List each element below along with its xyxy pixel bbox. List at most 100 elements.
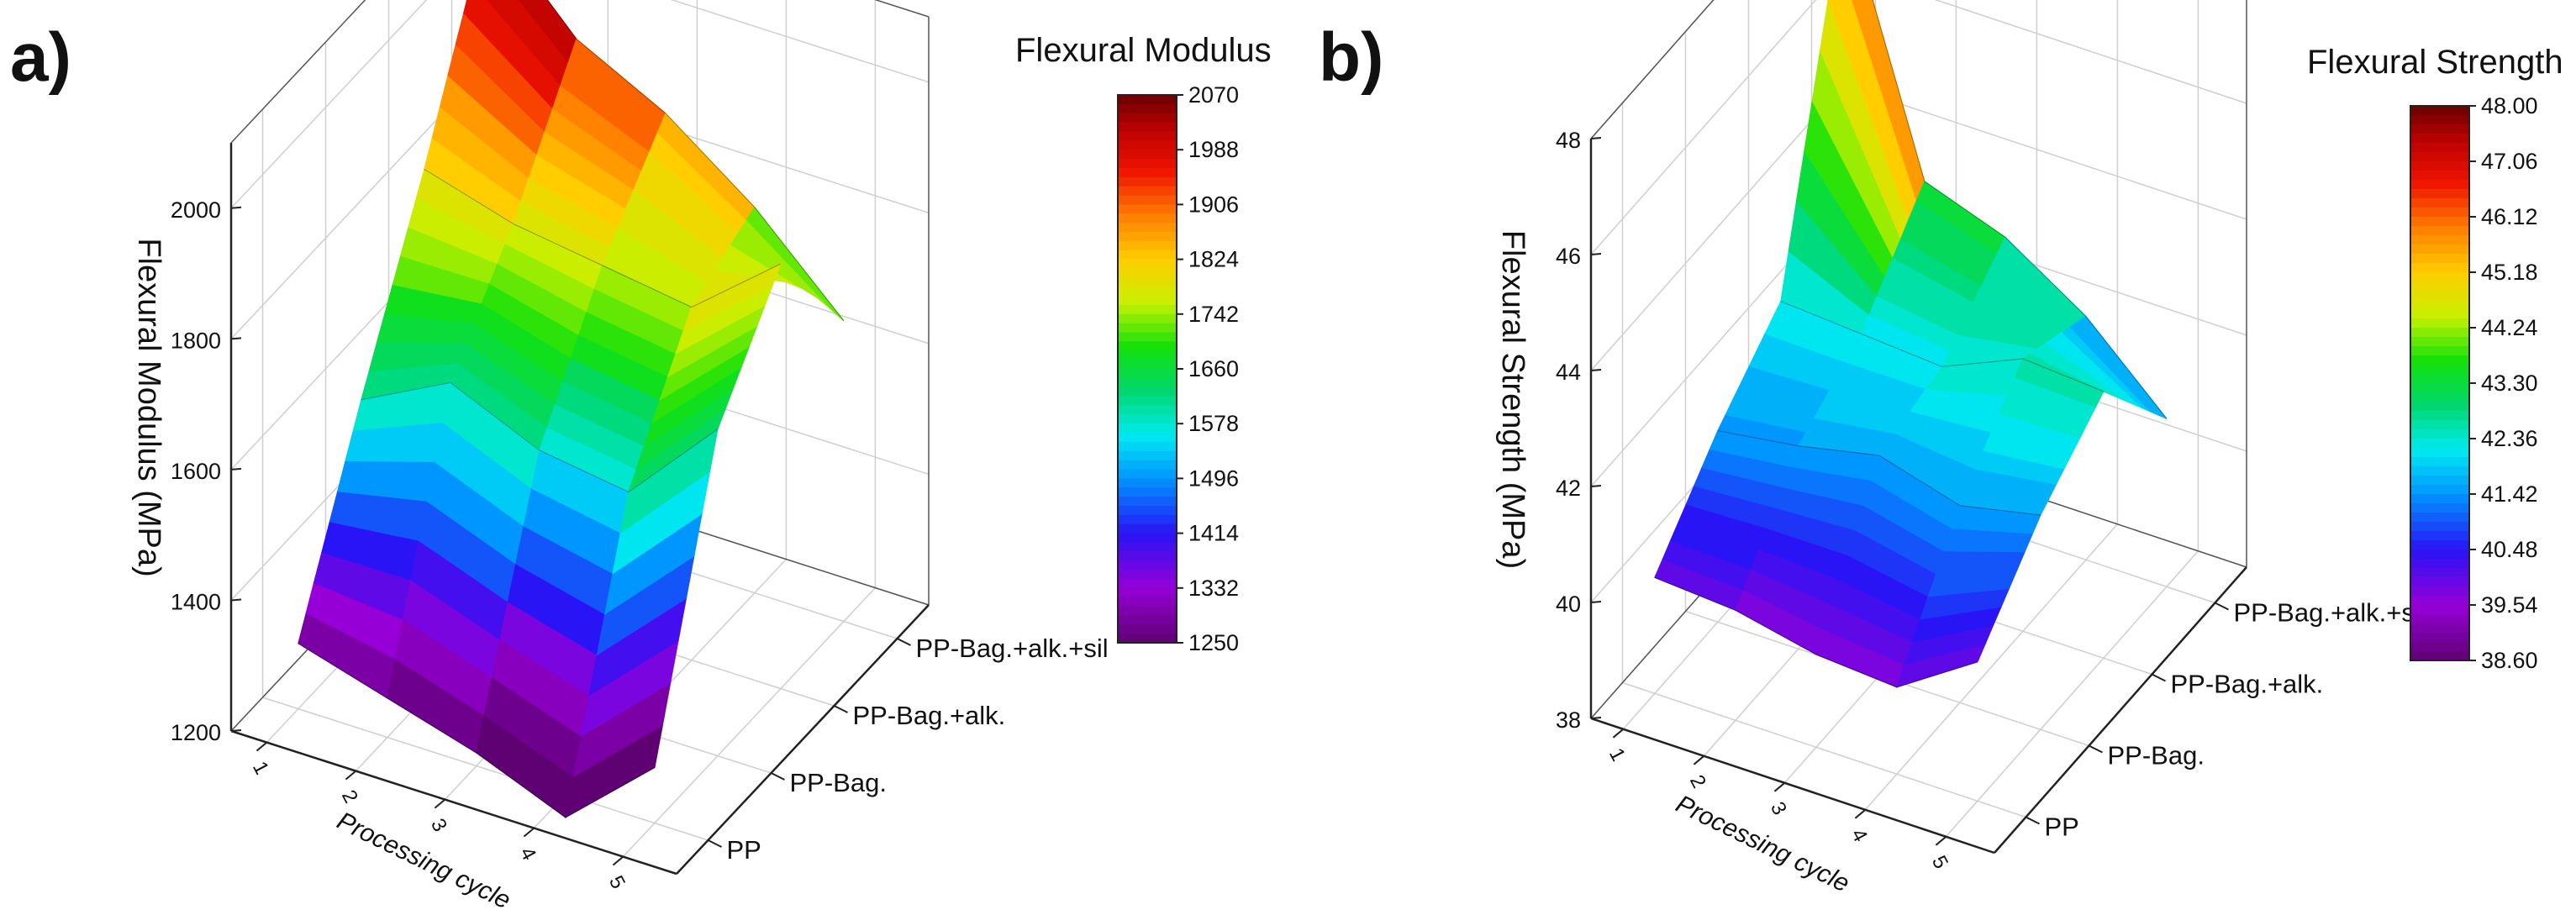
z-tick-label: 48 <box>1556 128 1581 153</box>
colorbar-segment <box>1118 587 1177 598</box>
colorbar-tick-label: 1824 <box>1188 247 1239 272</box>
z-tick-label: 42 <box>1556 476 1581 501</box>
colorbar-tick-label: 2070 <box>1188 82 1239 108</box>
x-tick-label: 1 <box>1604 744 1630 765</box>
colorbar-segment <box>2410 263 2469 273</box>
x-tick <box>1773 782 1786 792</box>
y-tick <box>2215 602 2229 611</box>
colorbar-segment <box>1118 341 1177 352</box>
x-tick-label: 1 <box>248 758 273 778</box>
colorbar-segment <box>1118 204 1177 215</box>
z-tick <box>1590 253 1602 255</box>
x-tick <box>1612 728 1625 739</box>
gridline-left-wall <box>1590 0 1817 255</box>
axis-frame <box>230 0 366 144</box>
z-tick-label: 38 <box>1556 707 1581 733</box>
colorbar-segment <box>2410 411 2469 421</box>
colorbar-segment <box>2410 503 2469 513</box>
z-tick-label: 1800 <box>171 328 221 353</box>
colorbar-tick-label: 1578 <box>1188 411 1239 436</box>
colorbar-tick-label: 1332 <box>1188 576 1239 601</box>
colorbar-segment <box>2410 623 2469 634</box>
colorbar-segment <box>2410 309 2469 319</box>
axis-frame <box>1590 0 1715 139</box>
gridline-left-wall <box>1590 0 1715 139</box>
x-tick <box>612 855 624 866</box>
colorbar-segment <box>2410 448 2469 458</box>
x-axis-title: Processing cycle <box>333 807 515 914</box>
surface-mesh-line <box>1717 430 2041 516</box>
colorbar-tick-label: 47.06 <box>2481 149 2538 174</box>
colorbar-segment <box>2410 605 2469 615</box>
colorbar-segment <box>1118 223 1177 233</box>
y-tick <box>2152 673 2166 682</box>
x-tick <box>255 741 268 752</box>
x-axis-title: Processing cycle <box>1672 790 1854 897</box>
surface-patch <box>682 262 782 332</box>
colorbar-segment <box>1118 323 1177 334</box>
colorbar-segment <box>1118 414 1177 425</box>
colorbar-segment <box>2410 429 2469 439</box>
colorbar-segment <box>2410 476 2469 486</box>
surface-patch <box>1951 505 2041 534</box>
colorbar-segment <box>1118 377 1177 388</box>
colorbar-segment <box>1118 478 1177 489</box>
x-tick <box>434 798 446 809</box>
colorbar-segment <box>1118 460 1177 471</box>
colorbar-segment <box>1118 103 1177 114</box>
colorbar-segment <box>2410 522 2469 532</box>
y-tick <box>897 638 911 646</box>
colorbar-segment <box>1118 624 1177 635</box>
x-axis-line <box>230 729 677 876</box>
colorbar-segment <box>1118 304 1177 315</box>
gridline-left-wall <box>1590 84 1844 371</box>
colorbar-segment <box>1118 514 1177 525</box>
x-tick-label: 5 <box>604 872 630 892</box>
colorbar-segment <box>2410 180 2469 190</box>
gridline-back-wall <box>1842 84 2247 220</box>
chart-panel-b: 38 40 42 44 46 48 Flexural Strength (MPa) 1 2 3 4 5… <box>1288 0 2576 915</box>
gridline-floor <box>1622 681 2026 818</box>
colorbar-segment <box>2410 152 2469 162</box>
y-category-label: PP-Bag.+alk.+sil <box>2234 598 2426 628</box>
y-category-label: PP <box>727 835 761 865</box>
colorbar-tick-label: 38.60 <box>2481 648 2538 673</box>
colorbar-segment <box>1118 396 1177 407</box>
x-tick-label: 4 <box>1846 825 1872 845</box>
colorbar-segment <box>1118 240 1177 251</box>
y-category-label: PP-Bag.+alk. <box>853 701 1006 730</box>
colorbar-segment <box>2410 272 2469 282</box>
colorbar-segment <box>1118 350 1177 361</box>
colorbar-segment <box>2410 420 2469 430</box>
colorbar-segment <box>2410 586 2469 597</box>
colorbar-segment <box>1118 423 1177 434</box>
y-axis-line <box>1994 566 2247 854</box>
colorbar-segment <box>1118 277 1177 288</box>
colorbar-segment <box>2410 392 2469 402</box>
colorbar-tick-label: 1906 <box>1188 192 1239 217</box>
colorbar-segment <box>1118 551 1177 562</box>
z-tick-label: 1200 <box>171 720 221 745</box>
y-category-label: PP-Bag. <box>790 768 887 797</box>
y-tick <box>2026 816 2040 825</box>
colorbar-tick-label: 44.24 <box>2481 315 2538 340</box>
colorbar-segment <box>2410 559 2469 569</box>
x-tick <box>1935 836 1947 846</box>
z-axis-title: Flexural Modulus (MPa) <box>131 238 166 576</box>
z-tick <box>1590 137 1602 139</box>
colorbar-segment <box>1118 259 1177 270</box>
colorbar-segment <box>2410 226 2469 236</box>
colorbar-segment <box>2410 513 2469 523</box>
y-tick <box>708 839 722 848</box>
colorbar-segment <box>2410 291 2469 301</box>
colorbar-segment <box>2410 171 2469 181</box>
colorbar-tick-label: 41.42 <box>2481 481 2538 507</box>
colorbar-segment <box>2410 143 2469 153</box>
colorbar-tick-label: 43.30 <box>2481 371 2538 396</box>
colorbar-segment <box>1118 606 1177 617</box>
colorbar-tick-label: 1496 <box>1188 465 1239 491</box>
colorbar-segment <box>2410 633 2469 643</box>
colorbar-segment <box>1118 360 1177 370</box>
colorbar-segment <box>2410 189 2469 199</box>
